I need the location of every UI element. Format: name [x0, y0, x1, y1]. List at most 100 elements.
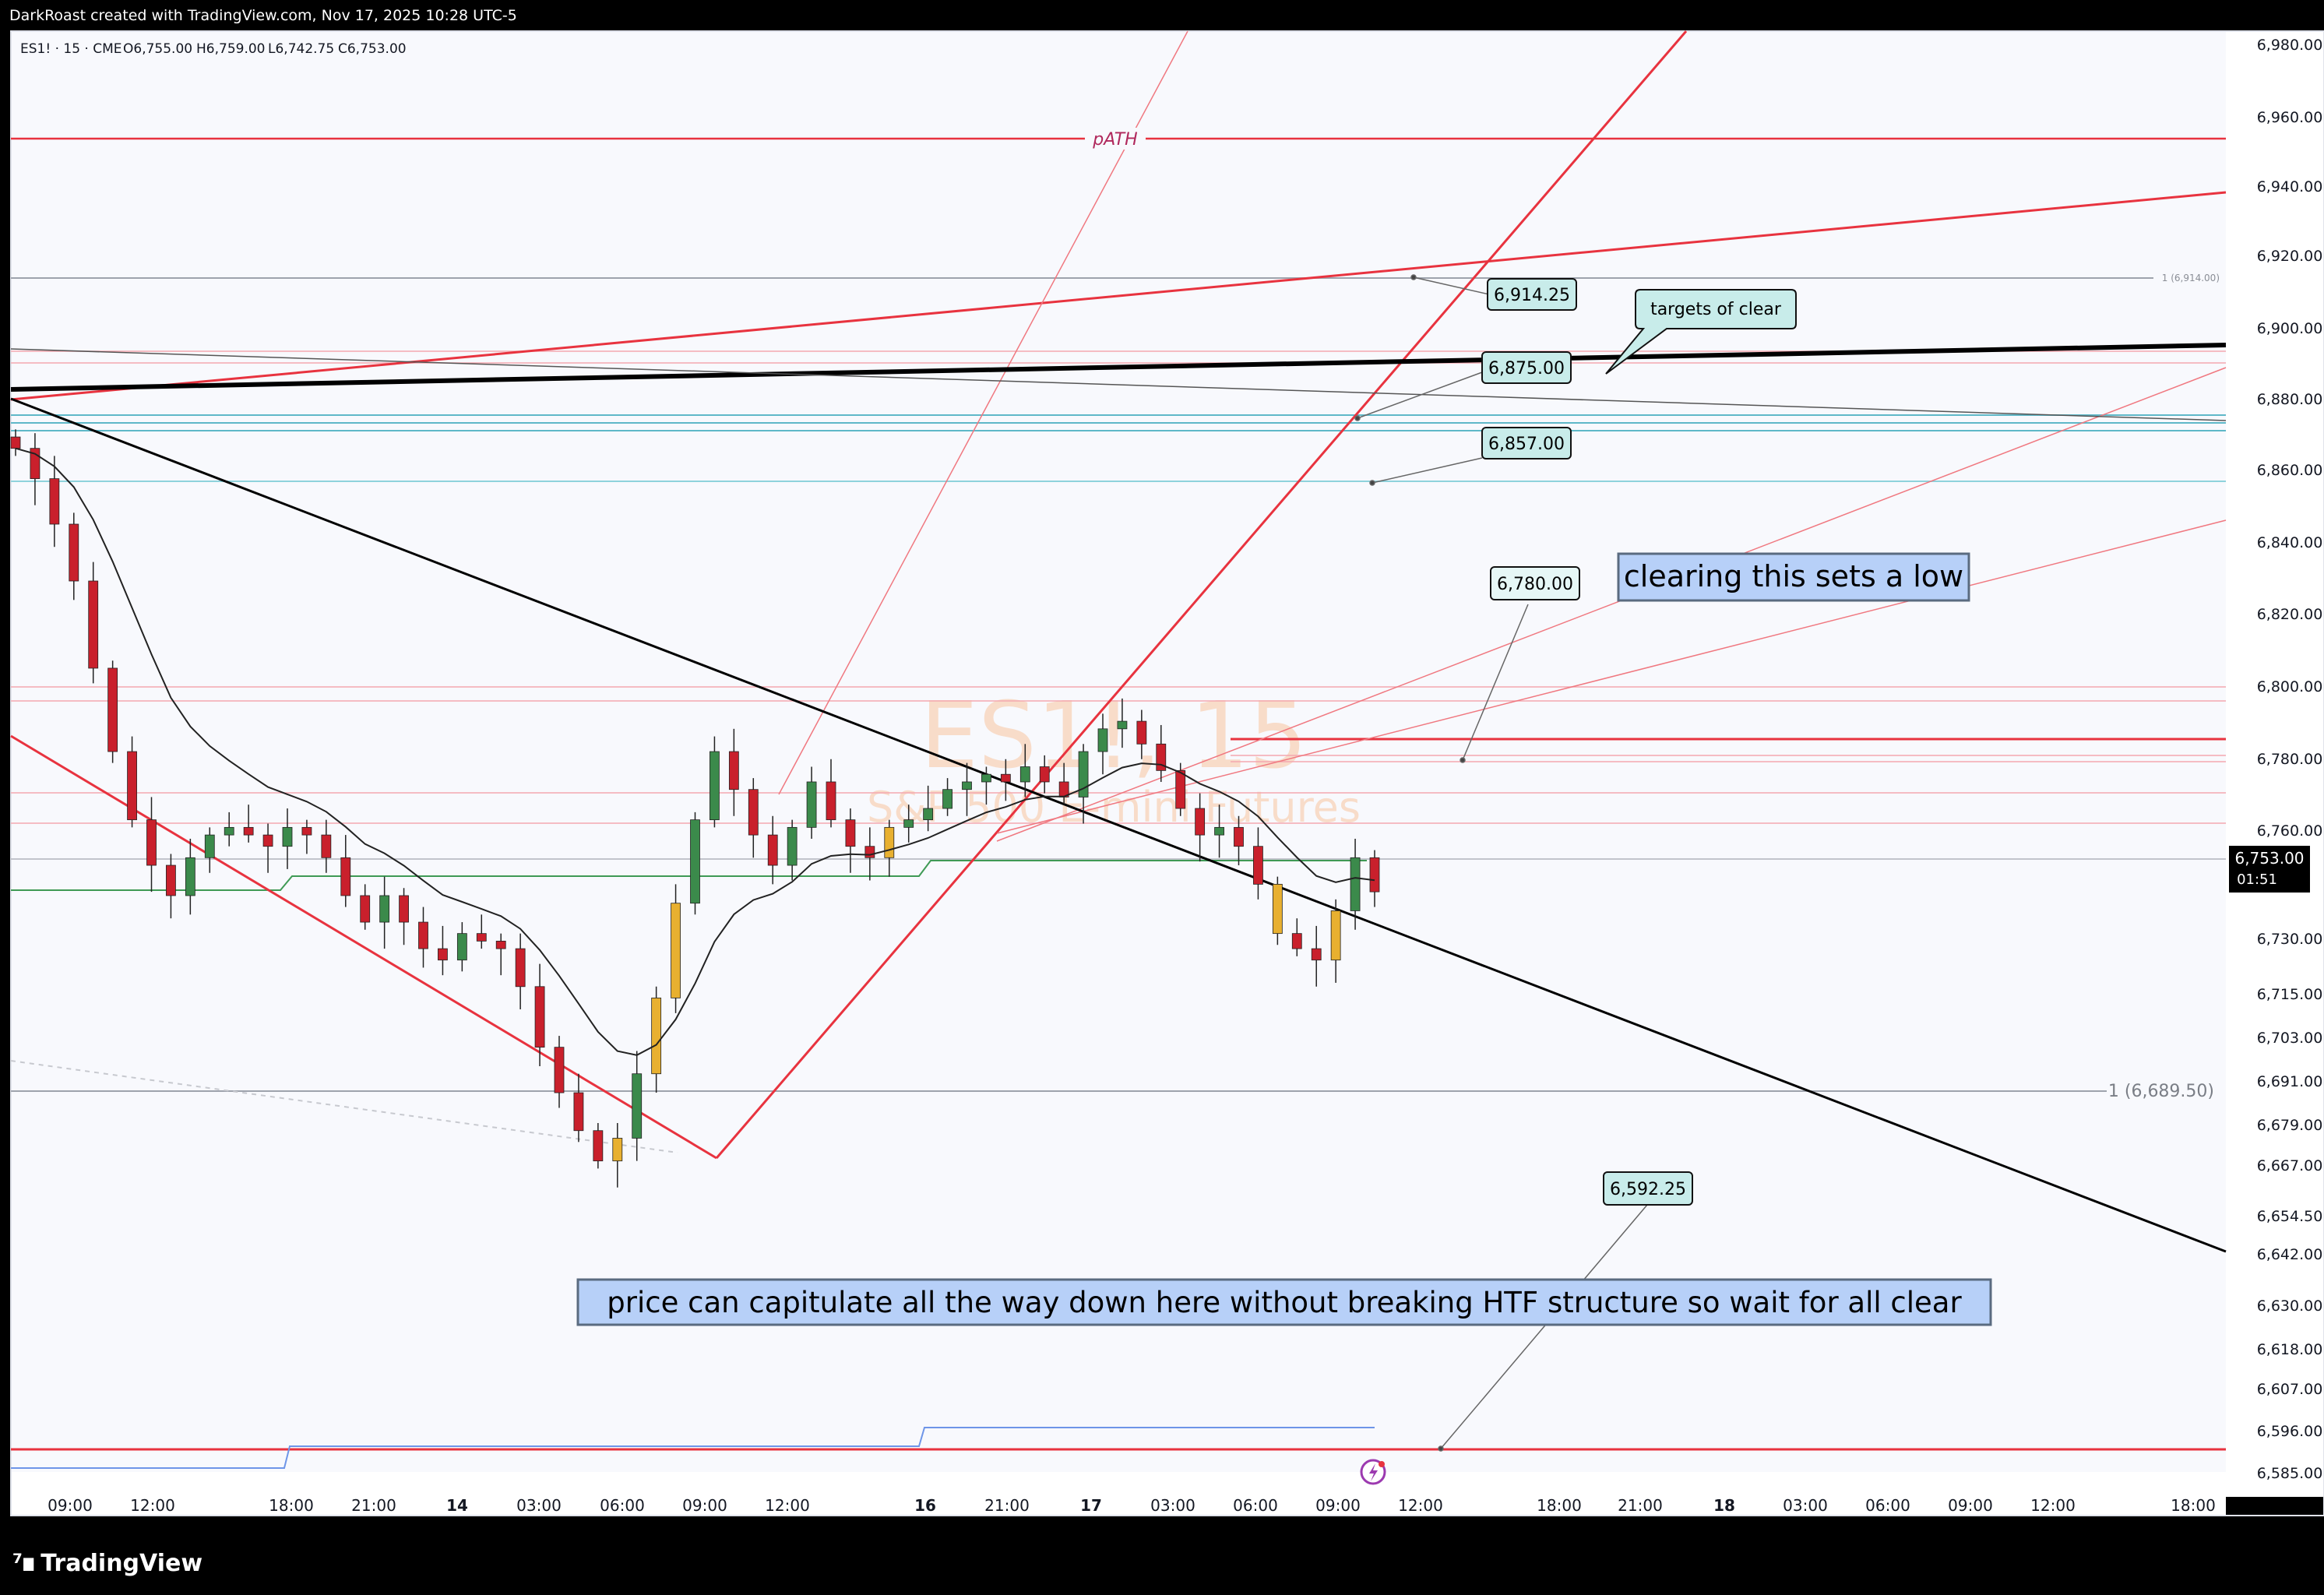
price-chart[interactable]: ES1!, 15 S&P 500 E-mini Futures — [0, 0, 2324, 1539]
time-axis-background[interactable] — [11, 1472, 2226, 1516]
candle-body[interactable] — [1234, 826, 1244, 847]
candle-body[interactable] — [1195, 808, 1206, 836]
candle-body[interactable] — [845, 819, 856, 847]
blue-step-line[interactable] — [11, 1427, 1375, 1469]
candle-body[interactable] — [728, 751, 739, 790]
candle-body[interactable] — [515, 948, 526, 988]
candle-body[interactable] — [1369, 857, 1380, 893]
callout-6592[interactable]: 6,592.25 — [1603, 1171, 1693, 1206]
candle-body[interactable] — [1330, 910, 1341, 961]
tradingview-logo[interactable]: ⁷∎ TradingView — [12, 1550, 202, 1577]
black-downtrend[interactable] — [10, 397, 2227, 1253]
legend-symbol[interactable]: ES1! · 15 · CME — [20, 41, 122, 57]
candle-body[interactable] — [1136, 720, 1147, 745]
candle-body[interactable] — [107, 667, 118, 752]
candle-body[interactable] — [690, 819, 700, 904]
candle-body[interactable] — [69, 523, 79, 582]
targets-note[interactable]: targets of clear — [1605, 289, 1797, 375]
candle-body[interactable] — [1039, 766, 1050, 783]
candle-body[interactable] — [1214, 826, 1224, 836]
candle-body[interactable] — [243, 826, 254, 836]
candle-body[interactable] — [534, 986, 545, 1048]
candle-body[interactable] — [651, 997, 662, 1075]
candle-body[interactable] — [456, 933, 467, 961]
candle-body[interactable] — [49, 478, 60, 525]
candle-body[interactable] — [612, 1138, 623, 1162]
candle-body[interactable] — [224, 826, 234, 836]
candle-body[interactable] — [321, 834, 332, 858]
candle-body[interactable] — [1078, 751, 1089, 798]
green-step-line[interactable] — [11, 860, 1367, 891]
red-trend-upper-fan[interactable] — [10, 191, 2227, 401]
candle-body[interactable] — [1272, 883, 1283, 935]
candle-body[interactable] — [884, 826, 895, 858]
candle-body[interactable] — [146, 819, 157, 866]
candle-body[interactable] — [127, 751, 137, 821]
red-thin-fan-1[interactable] — [996, 367, 2227, 842]
candle-body[interactable] — [1000, 773, 1011, 783]
red-thin-steep-line[interactable] — [778, 30, 1188, 795]
candle-body[interactable] — [399, 895, 409, 923]
candle-body[interactable] — [942, 789, 952, 809]
candle-body[interactable] — [806, 781, 817, 828]
candle-body[interactable] — [438, 948, 448, 961]
red-thin-fan-2[interactable] — [996, 519, 2227, 834]
candle-body[interactable] — [379, 895, 390, 923]
candle-body[interactable] — [1311, 948, 1322, 961]
candle-body[interactable] — [204, 834, 215, 858]
candle-body[interactable] — [573, 1092, 584, 1132]
candle-body[interactable] — [962, 781, 972, 790]
time-axis[interactable]: 09:00 12:00 18:00 21:00 14 03:00 06:00 09:00 12:… — [48, 1496, 2216, 1515]
candle-body[interactable] — [748, 789, 759, 836]
candle-body[interactable] — [632, 1073, 643, 1139]
candle-body[interactable] — [1117, 720, 1128, 730]
candle-body[interactable] — [981, 773, 991, 783]
candles[interactable] — [10, 429, 1380, 1188]
callout-6857[interactable]: 6,857.00 — [1481, 427, 1572, 459]
candle-body[interactable] — [282, 826, 293, 847]
red-steep-line[interactable] — [715, 30, 1688, 1159]
lightning-icon[interactable] — [1360, 1459, 1386, 1485]
price-axis[interactable]: 6,980.00 6,960.00 6,940.00 6,920.00 6,900.00… — [2257, 37, 2323, 1482]
black-thick-trend[interactable] — [10, 343, 2227, 392]
callout-6914[interactable]: 6,914.25 — [1487, 278, 1577, 311]
time-tick-label: 03:00 — [1783, 1496, 1828, 1515]
candle-body[interactable] — [340, 857, 351, 896]
price-tick-label: 6,820.00 — [2257, 606, 2323, 623]
candle-body[interactable] — [262, 834, 273, 847]
callout-6875[interactable]: 6,875.00 — [1481, 351, 1572, 384]
path-label[interactable]: pATH — [1092, 130, 1137, 150]
note-capitulate[interactable]: price can capitulate all the way down he… — [576, 1278, 1992, 1326]
moving-average-line[interactable] — [15, 447, 1375, 1056]
candle-body[interactable] — [1350, 857, 1361, 911]
candle-body[interactable] — [826, 781, 836, 821]
candle-body[interactable] — [10, 436, 21, 449]
candle-body[interactable] — [903, 819, 914, 828]
candle-body[interactable] — [418, 921, 428, 949]
candle-body[interactable] — [185, 857, 195, 896]
candle-body[interactable] — [166, 864, 176, 896]
time-tick-label: 12:00 — [2030, 1496, 2076, 1515]
candle-body[interactable] — [476, 933, 487, 942]
candle-body[interactable] — [1019, 766, 1030, 783]
candle-body[interactable] — [787, 826, 798, 866]
candle-body[interactable] — [88, 580, 99, 669]
candle-body[interactable] — [1175, 769, 1186, 809]
note-clearing-low[interactable]: clearing this sets a low — [1617, 552, 1970, 602]
candle-body[interactable] — [671, 903, 681, 998]
candle-body[interactable] — [1097, 728, 1108, 752]
candle-body[interactable] — [923, 808, 934, 821]
price-axis-background[interactable] — [2226, 31, 2324, 1497]
grey-thin-trend[interactable] — [10, 348, 2227, 421]
candle-body[interactable] — [593, 1130, 604, 1162]
candle-body[interactable] — [864, 846, 875, 858]
candle-body[interactable] — [495, 940, 506, 949]
callout-6780[interactable]: 6,780.00 — [1490, 566, 1580, 600]
candle-body[interactable] — [710, 751, 720, 821]
candle-body[interactable] — [1291, 933, 1302, 949]
candle-body[interactable] — [1253, 846, 1263, 885]
candle-body[interactable] — [360, 895, 371, 923]
candle-body[interactable] — [301, 826, 312, 836]
candle-body[interactable] — [554, 1047, 565, 1093]
candle-body[interactable] — [767, 834, 778, 866]
